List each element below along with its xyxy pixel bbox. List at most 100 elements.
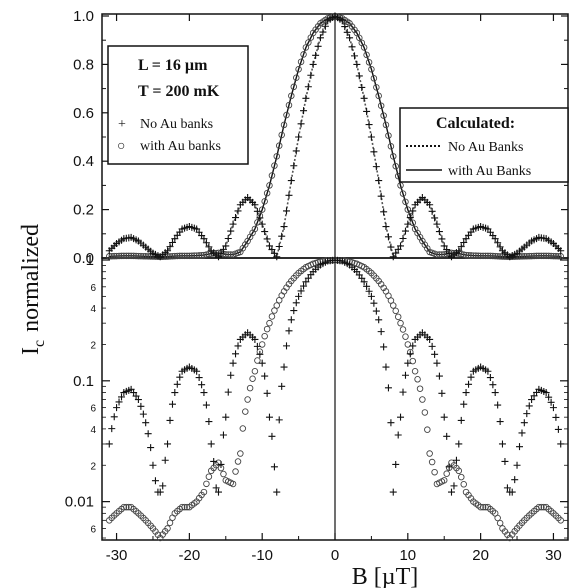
top-point-no-au xyxy=(360,94,368,102)
top-point-with-au xyxy=(382,121,390,129)
top-point-with-au xyxy=(142,253,149,260)
top-point-with-au xyxy=(402,198,409,206)
top-point-with-au xyxy=(268,172,276,179)
bottom-point-no-au xyxy=(375,316,383,324)
bottom-point-no-au xyxy=(265,413,273,421)
bottom-point-no-au xyxy=(377,328,385,336)
bottom-point-no-au xyxy=(217,460,225,468)
bottom-point-no-au xyxy=(460,400,468,408)
bottom-point-no-au xyxy=(115,398,123,406)
bottom-point-with-au xyxy=(205,473,213,480)
bottom-point-no-au xyxy=(232,350,240,358)
bottom-point-with-au xyxy=(181,503,188,511)
top-point-with-au xyxy=(538,252,545,260)
log-major-tick-label: 0.1 xyxy=(73,373,94,390)
bottom-point-with-au xyxy=(242,408,249,415)
legend-symbol-circle: ○ xyxy=(117,139,125,154)
top-point-with-au xyxy=(305,39,312,46)
bottom-point-no-au xyxy=(287,316,295,324)
top-point-no-au xyxy=(256,214,264,222)
bottom-point-no-au xyxy=(440,413,448,421)
top-point-no-au xyxy=(443,246,451,254)
top-point-with-au xyxy=(373,84,380,91)
bottom-point-no-au xyxy=(261,372,269,380)
top-point-with-au xyxy=(460,251,467,258)
bottom-point-no-au xyxy=(280,363,288,371)
bottom-point-no-au xyxy=(360,278,368,286)
bottom-point-with-au xyxy=(426,450,433,457)
bottom-point-no-au xyxy=(435,372,443,380)
legend-label-calc-with-au: with Au Banks xyxy=(448,164,531,179)
bottom-point-no-au xyxy=(263,389,271,397)
bottom-point-no-au xyxy=(363,282,371,290)
top-point-with-au xyxy=(385,132,392,139)
bottom-point-no-au xyxy=(147,444,155,452)
bottom-point-with-au xyxy=(494,514,501,522)
x-tick-label: 20 xyxy=(472,547,489,564)
bottom-point-no-au xyxy=(176,373,184,381)
bottom-point-with-au xyxy=(123,503,130,511)
bottom-point-no-au xyxy=(467,373,475,381)
bottom-point-with-au xyxy=(479,503,487,511)
bottom-point-no-au xyxy=(372,307,380,315)
top-point-no-au xyxy=(431,214,439,222)
bottom-point-no-au xyxy=(142,419,150,427)
bottom-point-with-au xyxy=(249,375,256,383)
top-point-with-au xyxy=(278,131,285,139)
bottom-point-no-au xyxy=(443,432,451,440)
top-point-with-au xyxy=(465,252,472,259)
top-point-no-au xyxy=(265,242,273,250)
top-point-no-au xyxy=(384,233,392,241)
legend-label-no-au: No Au banks xyxy=(140,117,213,132)
top-point-with-au xyxy=(166,253,174,260)
bottom-point-with-au xyxy=(428,458,436,466)
top-point-with-au xyxy=(479,252,487,260)
top-point-no-au xyxy=(278,232,286,240)
top-point-no-au xyxy=(319,28,327,36)
bottom-point-with-au xyxy=(440,477,448,484)
top-point-with-au xyxy=(123,252,130,260)
top-point-with-au xyxy=(275,142,283,149)
top-point-with-au xyxy=(273,153,281,160)
log-minor-tick-label: 6 xyxy=(90,404,96,415)
bottom-point-no-au xyxy=(168,400,176,408)
top-point-no-au xyxy=(314,42,322,50)
calculated-title: Calculated: xyxy=(436,115,515,132)
top-point-with-au xyxy=(183,252,191,260)
bottom-point-no-au xyxy=(105,440,113,448)
top-point-with-au xyxy=(365,59,373,66)
bottom-point-with-au xyxy=(409,357,417,365)
bottom-axis-ticks: -30 -20 -10 0 10 20 30 1 0.1 0.01 6 4 2 6 4 2 6 xyxy=(65,14,568,564)
bottom-point-no-au xyxy=(113,404,121,412)
bottom-point-with-au xyxy=(455,467,463,475)
bottom-point-with-au xyxy=(120,503,128,511)
top-point-no-au xyxy=(202,239,210,247)
x-tick-label: -10 xyxy=(251,547,273,564)
bottom-point-no-au xyxy=(401,371,409,379)
top-point-no-au xyxy=(387,243,395,251)
top-point-no-au xyxy=(263,235,271,243)
top-y-tick-label: 0.6 xyxy=(73,105,94,122)
top-point-no-au xyxy=(440,242,448,250)
bottom-point-with-au xyxy=(268,313,276,320)
top-point-with-au xyxy=(477,252,484,260)
top-point-no-au xyxy=(496,243,504,251)
bottom-point-with-au xyxy=(496,519,504,527)
top-point-with-au xyxy=(169,252,176,260)
bottom-point-no-au xyxy=(457,416,465,424)
bottom-point-no-au xyxy=(166,416,174,424)
bottom-point-with-au xyxy=(397,319,404,327)
top-point-no-au xyxy=(372,163,380,171)
log-minor-tick-label: 2 xyxy=(90,340,96,351)
top-point-with-au xyxy=(550,252,557,260)
top-point-with-au xyxy=(198,252,205,259)
log-major-tick-label: 0.01 xyxy=(65,494,94,511)
top-point-no-au xyxy=(200,235,208,243)
bottom-point-with-au xyxy=(200,488,208,496)
bottom-point-no-au xyxy=(161,456,169,464)
top-point-no-au xyxy=(321,22,329,30)
bottom-point-no-au xyxy=(462,389,470,397)
top-point-with-au xyxy=(171,252,179,260)
top-point-no-au xyxy=(295,133,303,141)
bottom-point-no-au xyxy=(547,398,555,406)
